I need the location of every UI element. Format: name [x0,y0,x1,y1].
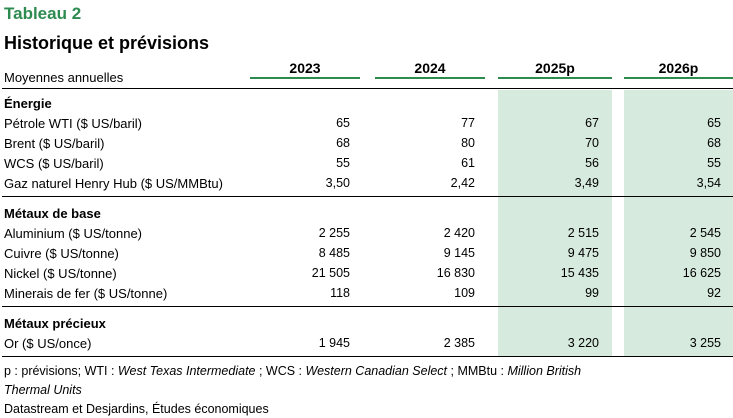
row-label: Minerais de fer ($ US/tonne) [4,286,168,301]
footnote-text: ; WCS : [255,364,306,378]
row-label: WCS ($ US/baril) [4,156,104,171]
cell-2023: 2 255 [318,226,350,240]
table-number: Tableau 2 [4,4,82,23]
cell-2023: 68 [336,136,350,150]
cell-2025p: 2 515 [567,226,599,240]
section-title-metaux-precieux: Métaux précieux [4,316,106,331]
row-label: Cuivre ($ US/tonne) [4,246,119,261]
footnote-text: p : prévisions; WTI : [4,364,118,378]
section-title-metaux-de-base: Métaux de base [4,206,101,221]
header-underline [624,77,733,79]
column-header-2025p: 2025p [535,60,575,76]
cell-2024: 2 385 [443,336,475,350]
row-label: Aluminium ($ US/tonne) [4,226,142,241]
cell-2023: 55 [336,156,350,170]
cell-2024: 77 [461,116,475,130]
cell-2025p: 15 435 [560,266,599,280]
footnote-term-mmbtu-end: Thermal Units [4,383,82,397]
cell-2023: 8 485 [318,246,350,260]
column-header-2026p: 2026p [658,60,699,76]
header-underline [498,77,612,79]
cell-2025p: 99 [585,286,599,300]
footnote: p : prévisions; WTI : West Texas Interme… [4,364,581,378]
cell-2025p: 67 [585,116,599,130]
column-header-2024: 2024 [414,60,446,76]
cell-2023: 3,50 [325,176,350,190]
row-label: Pétrole WTI ($ US/baril) [4,116,142,131]
cell-2024: 109 [454,286,475,300]
cell-2026p: 16 625 [682,266,721,280]
cell-2025p: 70 [585,136,599,150]
cell-2026p: 55 [707,156,721,170]
cell-2023: 118 [330,286,350,300]
cell-2023: 1 945 [318,336,350,350]
cell-2026p: 92 [707,286,721,300]
table-subtitle: Moyennes annuelles [4,70,124,85]
table-title: Historique et prévisions [4,33,210,53]
cell-2025p: 3 220 [567,336,599,350]
column-header-2023: 2023 [289,60,321,76]
cell-2026p: 2 545 [689,226,721,240]
footnote-term-wcs: Western Canadian Select [305,364,448,378]
cell-2026p: 68 [707,136,721,150]
cell-2026p: 65 [707,116,721,130]
header-underline [375,77,485,79]
header-rule [2,88,733,89]
cell-2023: 65 [336,116,350,130]
cell-2024: 2 420 [443,226,475,240]
forecast-column-shade-2025p [498,90,612,356]
row-label: Or ($ US/once) [4,336,92,351]
cell-2024: 80 [461,136,475,150]
row-label: Gaz naturel Henry Hub ($ US/MMBtu) [4,176,223,191]
row-label: Nickel ($ US/tonne) [4,266,117,281]
footnote-term-wti: West Texas Intermediate [117,364,256,378]
footnote-term-mmbtu: Million British [507,364,582,378]
table-bottom-rule [2,356,733,357]
cell-2025p: 9 475 [567,246,599,260]
cell-2025p: 3,49 [574,176,599,190]
header-underline [250,77,360,79]
cell-2024: 9 145 [443,246,475,260]
section-title-energie: Énergie [4,96,52,111]
cell-2024: 2,42 [450,176,475,190]
cell-2026p: 3 255 [689,336,721,350]
section-divider [2,196,733,197]
row-label: Brent ($ US/baril) [4,136,105,151]
cell-2026p: 9 850 [689,246,721,260]
cell-2023: 21 505 [311,266,350,280]
cell-2024: 61 [461,156,475,170]
footnote-continued: Thermal Units [4,383,82,397]
cell-2026p: 3,54 [696,176,721,190]
footnote-text: ; MMBtu : [447,364,508,378]
section-divider [2,306,733,307]
forecast-column-shade-2026p [624,90,733,356]
cell-2025p: 56 [585,156,599,170]
source-note: Datastream et Desjardins, Études économi… [4,402,269,416]
cell-2024: 16 830 [436,266,475,280]
